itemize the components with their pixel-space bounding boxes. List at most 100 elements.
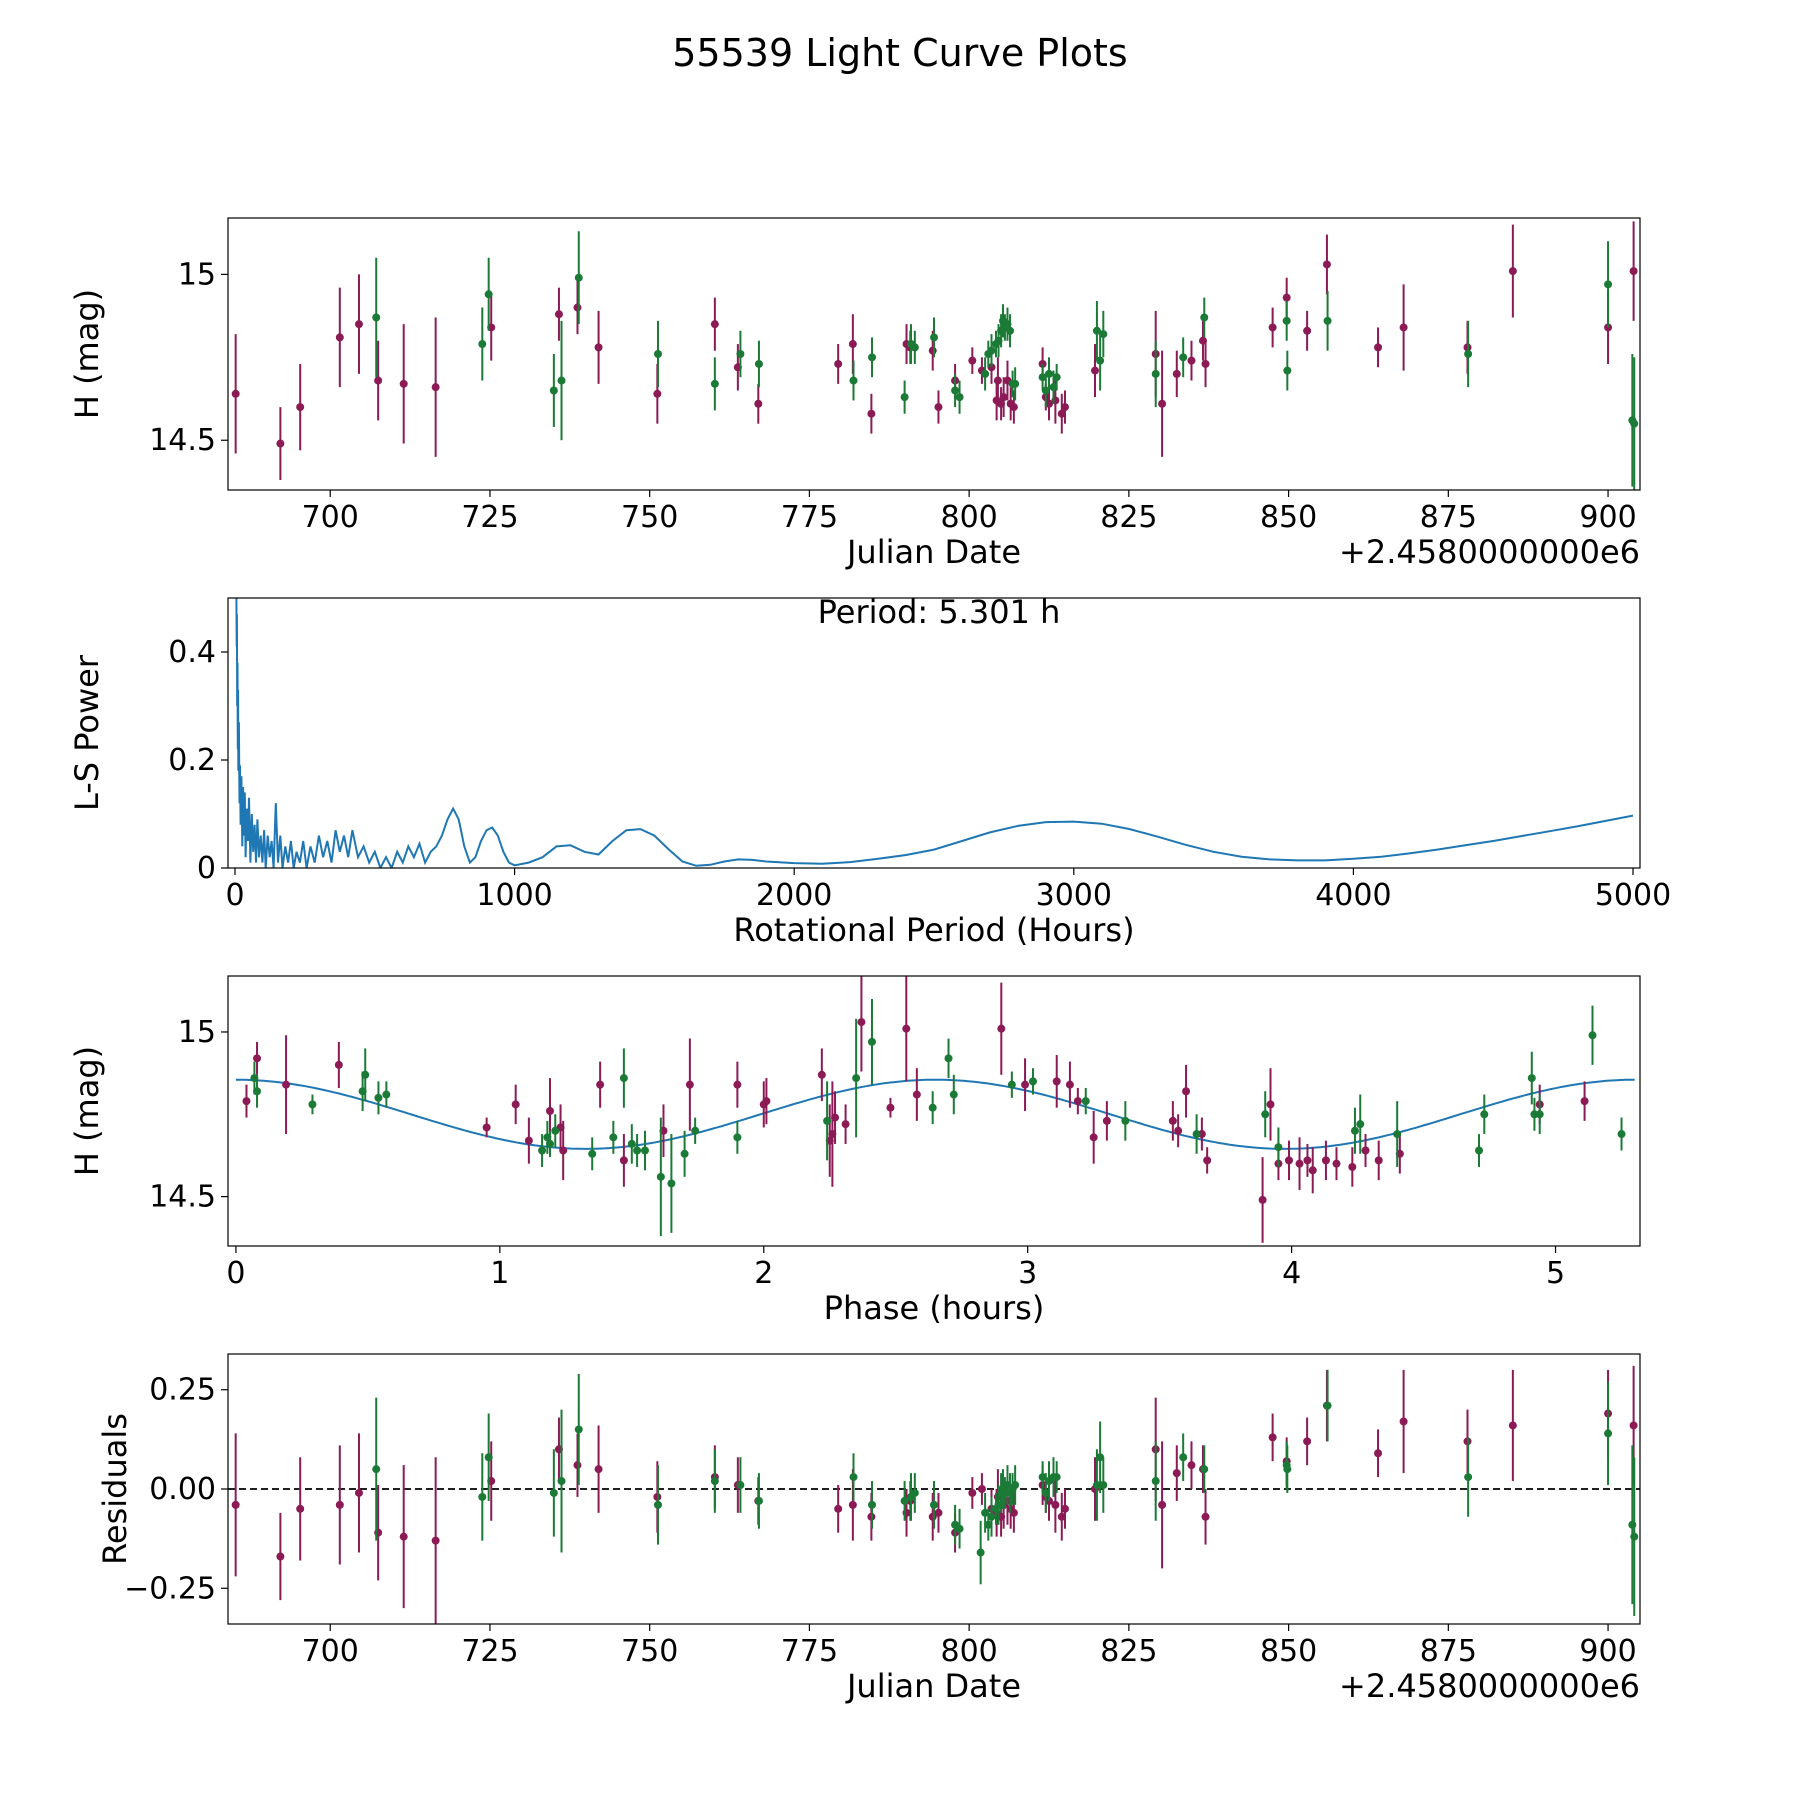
data-point-maroon (335, 1445, 344, 1565)
data-point-maroon (594, 1425, 603, 1513)
data-point-green (484, 1413, 493, 1501)
plot-frame (227, 975, 1641, 1247)
data-marker (656, 1172, 665, 1181)
data-point-green (545, 1130, 554, 1158)
data-point-green (987, 1496, 996, 1537)
data-point-maroon (1201, 340, 1210, 388)
data-point-maroon (524, 1117, 533, 1164)
data-point-maroon (1332, 1147, 1341, 1181)
data-marker (1261, 1110, 1270, 1119)
data-point-green (1617, 1117, 1626, 1151)
data-point-maroon (934, 390, 943, 424)
x-tick-label: 725 (461, 1634, 518, 1669)
data-marker (1350, 1126, 1359, 1135)
data-point-maroon (1201, 1489, 1210, 1545)
data-marker (559, 1146, 568, 1155)
data-point-maroon (997, 982, 1006, 1075)
data-point-maroon (886, 1097, 895, 1118)
data-marker (1284, 1156, 1293, 1165)
data-marker (231, 389, 240, 398)
data-point-green (710, 1449, 719, 1513)
data-point-green (538, 1134, 547, 1167)
plot-area (235, 598, 1634, 868)
data-marker (1158, 399, 1167, 408)
data-point-maroon (1399, 1369, 1408, 1474)
data-marker (1323, 316, 1332, 325)
data-marker (1057, 409, 1066, 418)
data-marker (1089, 1133, 1098, 1142)
data-marker (1021, 1080, 1030, 1089)
x-tick-label: 875 (1420, 500, 1477, 535)
data-marker (335, 333, 344, 342)
data-marker (1374, 1156, 1383, 1165)
data-point-maroon (733, 1061, 742, 1108)
data-marker (1179, 353, 1188, 362)
data-point-green (733, 1120, 742, 1154)
data-marker (1283, 1465, 1292, 1474)
data-point-maroon (619, 1134, 628, 1187)
data-marker (1303, 1156, 1312, 1165)
data-point-green (849, 1453, 858, 1501)
data-point-green (1121, 1101, 1130, 1141)
x-tick-label: 700 (302, 1634, 359, 1669)
data-marker (231, 1500, 240, 1509)
data-point-maroon (1303, 1417, 1312, 1466)
data-point-maroon (573, 281, 582, 335)
data-marker (944, 1054, 953, 1063)
data-point-maroon (1268, 307, 1277, 348)
x-tick-label: 750 (621, 500, 678, 535)
data-marker (1348, 1162, 1357, 1171)
data-point-maroon (399, 1465, 408, 1609)
x-tick-label: 900 (1579, 1634, 1636, 1669)
data-marker (968, 356, 977, 365)
data-point-maroon (1303, 1143, 1312, 1177)
data-marker (242, 1097, 251, 1106)
data-marker (573, 1461, 582, 1470)
data-marker (1099, 1481, 1108, 1490)
data-marker (1052, 1473, 1061, 1482)
data-point-green (910, 330, 919, 364)
data-point-green (736, 1457, 745, 1513)
data-marker (478, 340, 487, 349)
data-point-green (549, 354, 558, 427)
data-marker (1057, 1512, 1066, 1521)
data-marker (1096, 1453, 1105, 1462)
data-marker (1480, 1110, 1489, 1119)
data-marker (762, 1097, 771, 1106)
x-tick-label: 825 (1100, 1634, 1157, 1669)
data-marker (981, 1508, 990, 1517)
data-marker (1179, 1453, 1188, 1462)
data-point-maroon (1303, 310, 1312, 351)
data-marker (354, 1488, 363, 1497)
data-marker (253, 1054, 262, 1063)
data-point-green (949, 1074, 958, 1115)
y-tick-label: 0.00 (149, 1472, 216, 1507)
data-marker (1174, 1126, 1183, 1135)
data-point-green (1192, 1114, 1201, 1154)
data-point-green (736, 330, 745, 378)
data-marker (1187, 356, 1196, 365)
data-marker (1295, 1159, 1304, 1168)
plot-area (228, 1365, 1640, 1624)
data-point-maroon (1374, 1429, 1383, 1478)
x-tick-label: 775 (781, 1634, 838, 1669)
data-point-green (619, 1048, 628, 1108)
data-marker (993, 376, 1002, 385)
model-fit-curve (235, 1078, 1635, 1150)
data-marker (1073, 1097, 1082, 1106)
data-marker (733, 1080, 742, 1089)
data-marker (1580, 1097, 1589, 1106)
plot-area (231, 221, 1639, 490)
x-axis-label: Julian Date (845, 533, 1021, 571)
data-point-maroon (710, 297, 719, 351)
data-marker (667, 1179, 676, 1188)
data-marker (852, 1074, 861, 1083)
data-point-maroon (902, 976, 911, 1082)
data-point-green (1464, 320, 1473, 388)
data-point-green (1393, 1101, 1402, 1167)
data-marker (999, 393, 1008, 402)
data-point-maroon (594, 310, 603, 384)
data-point-maroon (1629, 221, 1638, 321)
data-marker (1158, 1500, 1167, 1509)
data-marker (1006, 326, 1015, 335)
